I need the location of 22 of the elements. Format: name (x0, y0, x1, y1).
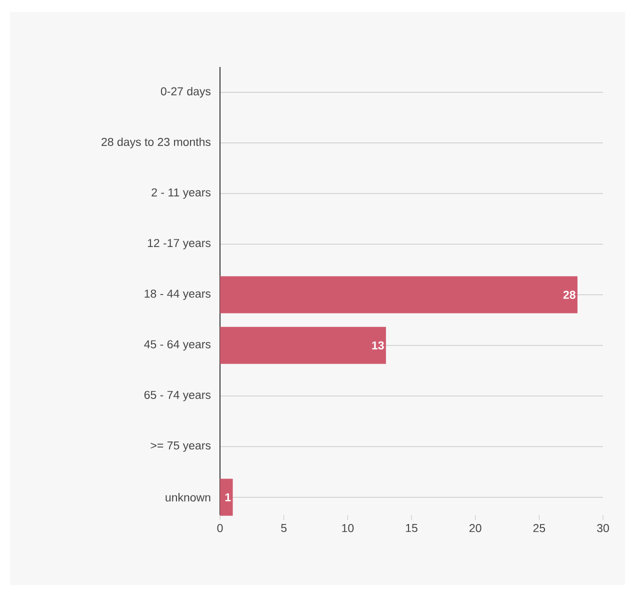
y-tick-label: 45 - 64 years (144, 340, 211, 351)
bar (220, 478, 233, 516)
data-label: 28 (563, 290, 576, 299)
y-tick-label: 65 - 74 years (144, 390, 211, 402)
x-tick-label: 25 (533, 524, 546, 532)
y-tick-label: unknown (166, 493, 210, 502)
data-label: 1 (225, 493, 231, 502)
y-tick-label: 28 days to 23 months (102, 138, 211, 148)
x-tick-label: 5 (281, 524, 287, 532)
data-label: 13 (372, 341, 384, 350)
y-tick-label: >= 75 years (150, 442, 211, 452)
bar (220, 326, 386, 364)
x-tick-label: 20 (470, 524, 482, 532)
y-tick-label: 0-27 days (160, 86, 211, 98)
y-tick-label: 2 - 11 years (152, 188, 211, 199)
x-tick-label: 30 (597, 524, 609, 532)
x-tick-label: 15 (406, 524, 418, 532)
x-tick-label: 0 (217, 524, 223, 532)
bar (220, 276, 578, 314)
x-tick-label: 10 (342, 524, 354, 532)
y-tick-label: 12 -17 years (148, 238, 211, 250)
y-tick-label: 18 - 44 years (144, 290, 211, 300)
